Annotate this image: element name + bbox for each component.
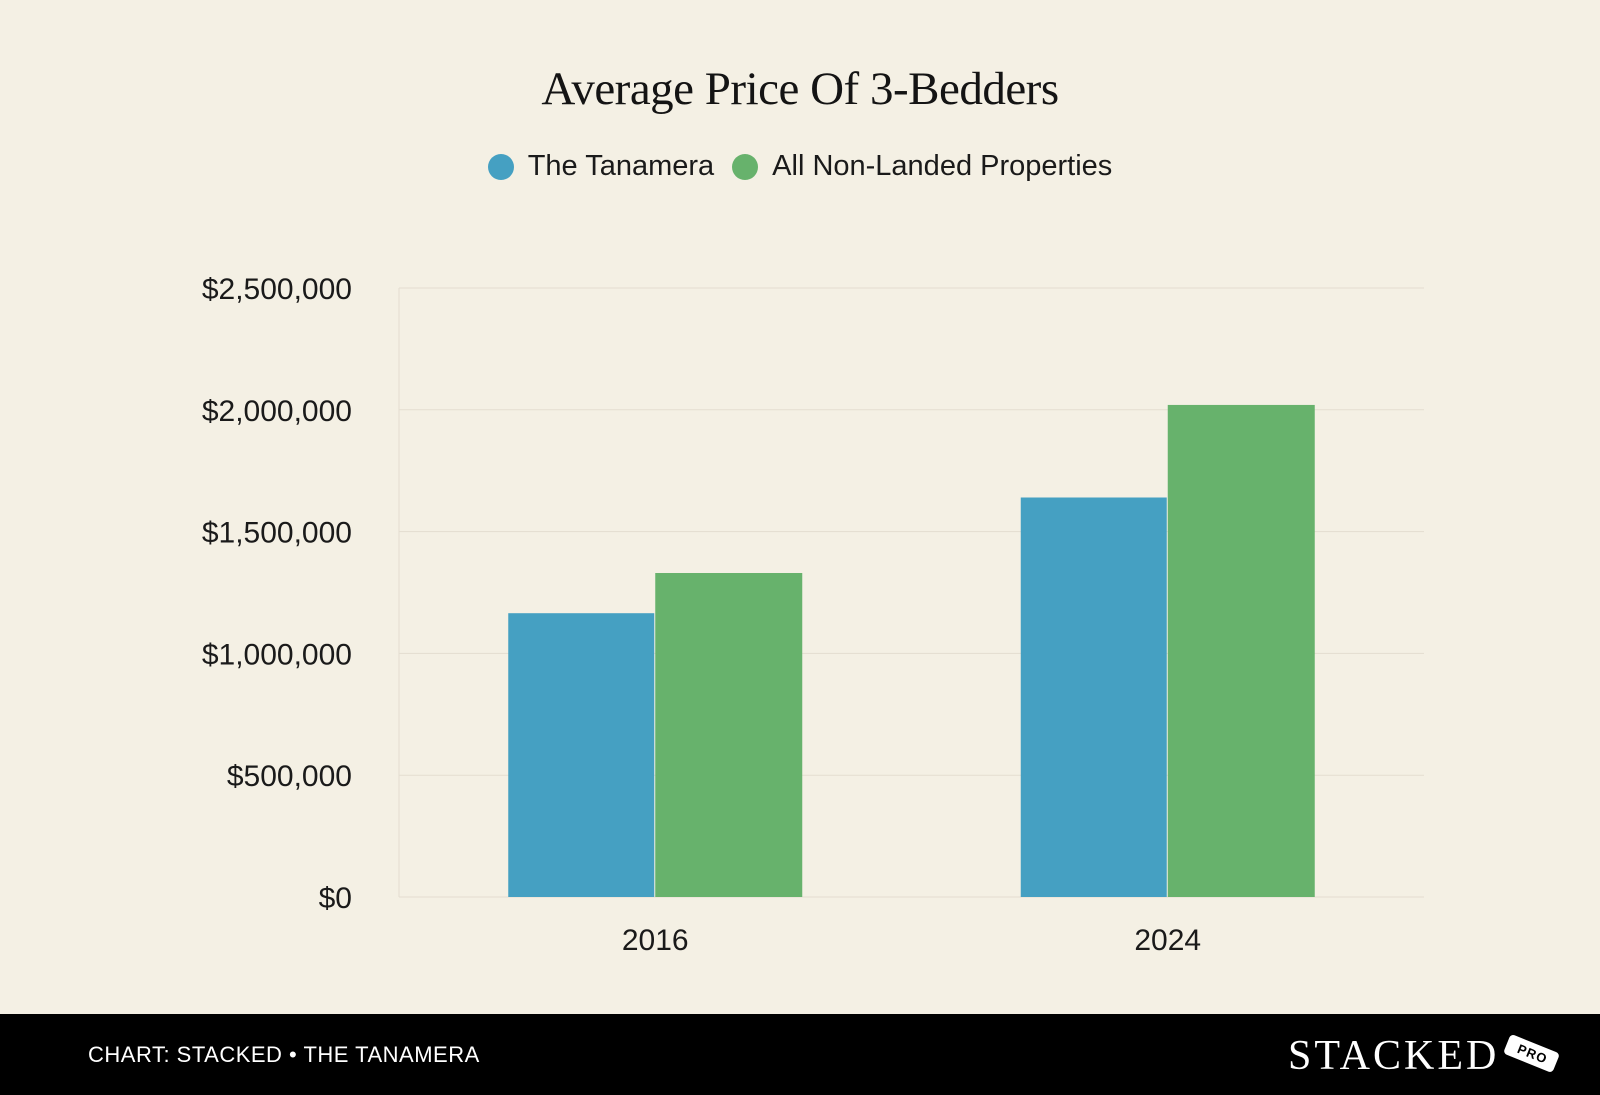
x-tick-label: 2016	[622, 924, 689, 957]
y-tick-label: $2,000,000	[202, 395, 352, 428]
y-tick-label: $1,500,000	[202, 517, 352, 550]
footer: CHART: STACKED • THE TANAMERA STACKED PR…	[0, 1014, 1600, 1095]
legend-item-tanamera: The Tanamera	[487, 150, 715, 183]
bar-chart: $0 $500,000 $1,000,000 $1,500,000 $2,000,000…	[202, 273, 1424, 957]
legend-swatch-tanamera	[487, 153, 514, 180]
y-tick-label: $2,500,000	[202, 273, 352, 306]
legend: The Tanamera All Non-Landed Properties	[0, 150, 1600, 183]
bar	[1167, 404, 1315, 897]
bar	[655, 573, 803, 897]
y-tick-label: $1,000,000	[202, 638, 352, 671]
stacked-pro-logo: STACKED PRO	[1288, 1028, 1561, 1084]
legend-label-non-landed: All Non-Landed Properties	[772, 150, 1113, 182]
y-tick-label: $0	[319, 882, 352, 915]
y-tick-label: $500,000	[227, 760, 352, 793]
brand-wordmark: STACKED	[1288, 1033, 1500, 1079]
legend-item-non-landed: All Non-Landed Properties	[732, 150, 1112, 183]
bar	[508, 613, 655, 897]
chart-title: Average Price Of 3-Bedders	[541, 63, 1059, 115]
brand-pro-tag: PRO	[1503, 1033, 1561, 1073]
legend-label-tanamera: The Tanamera	[527, 150, 715, 182]
footer-credit: CHART: STACKED • THE TANAMERA	[88, 1042, 480, 1067]
bar	[1020, 497, 1167, 897]
x-tick-label: 2024	[1134, 924, 1201, 957]
legend-swatch-non-landed	[732, 153, 759, 180]
